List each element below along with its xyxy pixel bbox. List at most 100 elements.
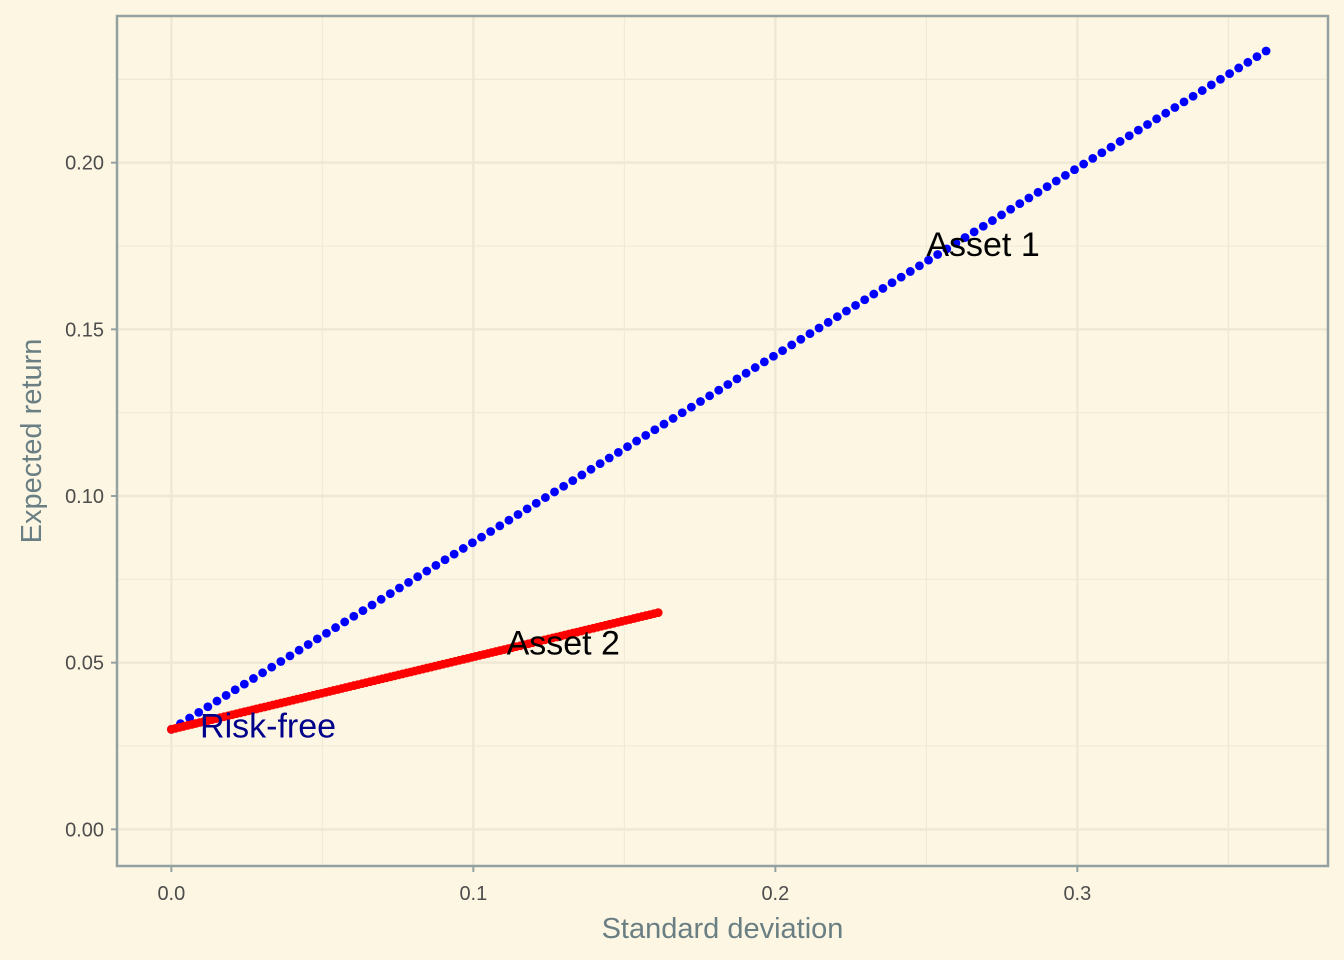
data-point	[276, 657, 286, 666]
data-point	[832, 312, 842, 322]
annotations: Asset 1 Asset 2 Risk-free	[200, 226, 1040, 746]
data-point	[732, 374, 742, 384]
data-point	[960, 233, 970, 242]
x-axis-title: Standard deviation	[602, 913, 844, 945]
data-point	[623, 442, 632, 452]
data-point	[1225, 69, 1234, 79]
data-point	[586, 464, 596, 474]
data-point	[869, 289, 879, 299]
panel-border	[115, 14, 1330, 868]
data-point	[887, 278, 897, 288]
data-point	[550, 487, 559, 497]
data-point	[504, 515, 514, 525]
data-point	[440, 555, 450, 565]
data-point	[814, 323, 824, 333]
data-point	[632, 436, 642, 446]
data-point	[331, 623, 340, 632]
data-point	[212, 696, 222, 706]
data-point	[559, 481, 569, 491]
panel-background	[117, 16, 1328, 866]
data-point	[1088, 154, 1098, 163]
data-point	[486, 527, 496, 536]
data-point	[978, 221, 988, 231]
annotation-label: Risk-free	[200, 708, 336, 746]
data-point	[823, 317, 833, 327]
data-point	[376, 594, 386, 604]
data-point	[1042, 182, 1052, 192]
data-point	[613, 447, 623, 457]
data-point	[933, 250, 943, 259]
data-point	[915, 261, 924, 271]
data-point	[1106, 142, 1116, 152]
data-point	[1079, 159, 1089, 169]
data-point	[540, 493, 550, 502]
data-point	[677, 408, 687, 418]
data-point	[568, 476, 578, 486]
series-2	[166, 608, 663, 734]
data-point	[1015, 199, 1025, 209]
x-tick-label: 0.3	[1063, 883, 1091, 905]
data-point	[1170, 103, 1180, 112]
data-point	[1024, 193, 1034, 203]
data-point	[322, 628, 331, 638]
data-point	[1124, 131, 1134, 141]
data-point	[239, 679, 249, 689]
x-tick-label: 0.0	[157, 883, 185, 905]
data-point	[221, 691, 231, 700]
x-axis: 0.0 0.1 0.2 0.3	[157, 866, 1091, 905]
data-point	[1033, 187, 1043, 197]
x-tick-label: 0.2	[761, 883, 789, 905]
data-point	[659, 419, 669, 429]
data-point	[988, 216, 997, 225]
data-point	[449, 549, 459, 559]
y-tick-label: 0.10	[65, 486, 104, 508]
data-point	[805, 329, 815, 339]
data-point	[942, 244, 952, 254]
data-point	[860, 295, 870, 305]
grid-major	[117, 16, 1328, 866]
data-point	[951, 238, 961, 248]
data-point	[422, 566, 432, 576]
data-point	[1216, 74, 1225, 84]
data-point	[1206, 80, 1216, 90]
data-point	[194, 707, 204, 717]
data-point	[924, 255, 933, 265]
data-point	[230, 685, 240, 695]
data-point	[285, 651, 295, 661]
data-point	[851, 300, 860, 310]
y-tick-label: 0.00	[65, 819, 104, 841]
data-point	[513, 510, 523, 519]
data-point	[686, 402, 696, 412]
data-point	[842, 306, 851, 316]
data-point	[769, 351, 778, 361]
data-point	[595, 459, 605, 469]
data-point	[1115, 137, 1125, 146]
data-point	[1051, 176, 1061, 186]
data-point	[1179, 97, 1189, 107]
data-point	[787, 340, 797, 350]
data-point	[413, 572, 423, 582]
data-point	[312, 634, 322, 644]
data-point	[203, 702, 213, 712]
data-point	[1060, 170, 1070, 180]
data-point	[303, 640, 313, 649]
y-axis: 0.00 0.05 0.10 0.15 0.20	[65, 153, 117, 841]
data-point	[1197, 86, 1207, 95]
annotation-label: Asset 1	[926, 226, 1039, 264]
y-tick-label: 0.05	[65, 653, 104, 675]
series-layer	[166, 46, 1271, 734]
data-point	[458, 544, 468, 553]
data-point	[650, 425, 660, 435]
data-point	[653, 608, 663, 618]
data-point	[349, 611, 359, 621]
data-point	[367, 600, 377, 610]
data-point	[1133, 125, 1143, 135]
data-point	[641, 430, 651, 440]
data-point	[604, 453, 614, 463]
data-point	[714, 385, 724, 395]
data-point	[1070, 165, 1079, 175]
data-point	[1143, 120, 1152, 129]
data-point	[395, 583, 404, 593]
data-point	[577, 470, 587, 480]
